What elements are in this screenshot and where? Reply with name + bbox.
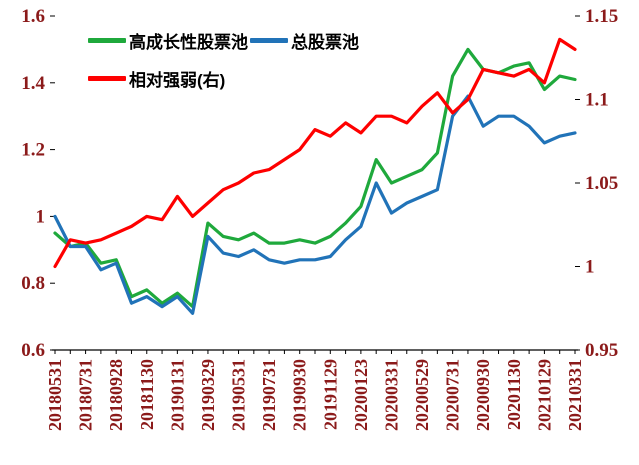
- x-axis-label: 20200731: [443, 359, 463, 431]
- x-axis-label: 20190131: [167, 359, 187, 431]
- legend-item-total-pool: 总股票池: [250, 28, 359, 53]
- red-line-swatch: [88, 76, 126, 81]
- legend-item-relative-strength: 相对强弱(右): [88, 66, 225, 91]
- legend-item-growth-pool: 高成长性股票池: [88, 28, 248, 53]
- x-axis-label: 20210331: [565, 359, 585, 431]
- x-axis-label: 20200529: [412, 359, 432, 431]
- y-axis-right-label: 1.15: [585, 6, 618, 27]
- x-axis-label: 20180928: [106, 359, 126, 431]
- y-axis-right-label: 1.1: [585, 90, 609, 111]
- y-axis-right-label: 1: [585, 257, 595, 278]
- legend-label-relative-strength: 相对强弱(右): [129, 71, 226, 90]
- y-axis-right-label: 1.05: [585, 173, 618, 194]
- y-axis-left-label: 1.4: [21, 73, 45, 94]
- y-axis-left-label: 1: [36, 206, 46, 227]
- y-axis-left-label: 0.8: [21, 273, 45, 294]
- x-axis-label: 20200930: [473, 359, 493, 431]
- legend-row-2: 相对强弱(右): [88, 66, 359, 91]
- blue-line-swatch: [250, 38, 288, 43]
- legend-row-1: 高成长性股票池 总股票池: [88, 28, 359, 53]
- x-axis-label: 20180731: [76, 359, 96, 431]
- legend-label-growth-pool: 高成长性股票池: [129, 33, 248, 52]
- x-axis-label: 20191129: [320, 359, 340, 430]
- x-axis-label: 20200331: [381, 359, 401, 431]
- y-axis-left-label: 1.6: [21, 6, 45, 27]
- x-axis-label: 20181130: [137, 359, 157, 430]
- x-axis-label: 20180531: [45, 359, 65, 431]
- legend: 高成长性股票池 总股票池 相对强弱(右): [88, 28, 359, 91]
- legend-label-total-pool: 总股票池: [291, 33, 359, 52]
- series-line-2: [53, 37, 577, 269]
- y-axis-left-label: 1.2: [21, 140, 45, 161]
- y-axis-right-label: 0.95: [585, 340, 618, 361]
- x-axis-label: 20190930: [290, 359, 310, 431]
- x-axis-label: 20201130: [504, 359, 524, 430]
- y-axis-left-label: 0.6: [21, 340, 45, 361]
- x-axis-label: 20190329: [198, 359, 218, 431]
- x-axis-label: 20190531: [229, 359, 249, 431]
- x-axis-label: 20200123: [351, 359, 371, 431]
- x-axis-label: 20190731: [259, 359, 279, 431]
- x-axis-label: 20210129: [534, 359, 554, 431]
- green-line-swatch: [88, 38, 126, 43]
- series-line-1: [53, 94, 577, 315]
